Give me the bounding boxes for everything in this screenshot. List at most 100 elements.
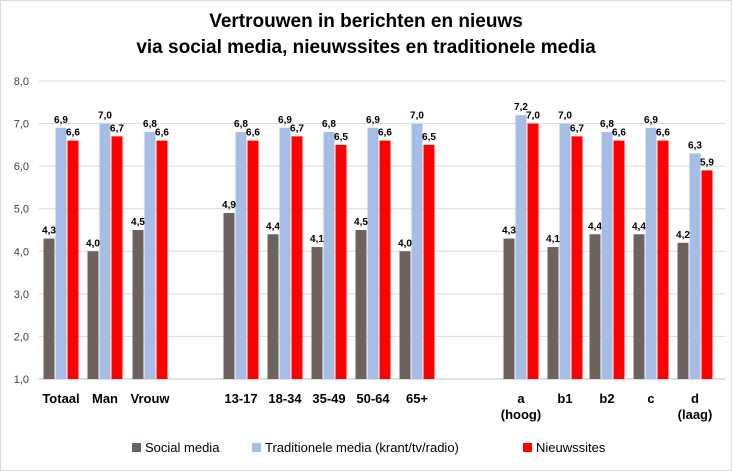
bar: [67, 140, 79, 379]
bar: [633, 234, 645, 379]
category-label: 13-17: [224, 391, 257, 406]
category-label: b1: [557, 391, 572, 406]
data-label: 4,3: [42, 226, 56, 237]
y-tick-label: 1,0: [14, 374, 29, 386]
bar: [411, 123, 423, 379]
legend-swatch: [252, 443, 261, 452]
category-label: a: [517, 391, 525, 406]
data-label: 7,2: [514, 102, 528, 113]
data-label: 6,5: [334, 132, 348, 143]
bar: [99, 123, 111, 379]
bar: [571, 136, 583, 379]
data-label: 6,9: [644, 115, 658, 126]
data-label: 7,0: [526, 111, 540, 122]
y-tick-label: 3,0: [14, 289, 29, 301]
category-label: 65+: [406, 391, 428, 406]
bar: [689, 153, 701, 379]
category-label: (laag): [678, 407, 713, 422]
bar: [367, 127, 379, 379]
data-label: 4,9: [222, 200, 236, 211]
bar: [613, 140, 625, 379]
bar: [87, 251, 99, 379]
bar: [111, 136, 123, 379]
bar: [323, 132, 335, 379]
bar: [55, 127, 67, 379]
bar: [589, 234, 601, 379]
data-label: 6,9: [278, 115, 292, 126]
bar: [291, 136, 303, 379]
bar: [503, 238, 515, 379]
bar: [677, 242, 689, 379]
bar: [701, 170, 713, 379]
bar: [156, 140, 168, 379]
data-label: 6,6: [378, 128, 392, 139]
bar: [657, 140, 669, 379]
data-label: 4,1: [546, 234, 560, 245]
data-label: 6,3: [688, 140, 702, 151]
data-label: 6,7: [110, 123, 124, 134]
data-label: 6,7: [570, 123, 584, 134]
bar: [645, 127, 657, 379]
data-label: 6,9: [54, 115, 68, 126]
data-label: 6,6: [246, 128, 260, 139]
category-label: 18-34: [268, 391, 302, 406]
bar: [423, 144, 435, 379]
y-tick-label: 7,0: [14, 119, 29, 131]
bar: [355, 230, 367, 379]
y-tick-label: 5,0: [14, 204, 29, 216]
data-label: 5,9: [700, 157, 714, 168]
legend-label: Traditionele media (krant/tv/radio): [265, 440, 459, 455]
data-label: 4,3: [502, 226, 516, 237]
data-label: 4,2: [676, 230, 690, 241]
data-label: 4,5: [354, 217, 368, 228]
data-label: 6,6: [66, 128, 80, 139]
y-tick-label: 6,0: [14, 161, 29, 173]
category-label: 50-64: [356, 391, 390, 406]
category-label: b2: [599, 391, 614, 406]
category-label: Vrouw: [130, 391, 170, 406]
y-tick-label: 8,0: [14, 76, 29, 88]
data-label: 6,7: [290, 123, 304, 134]
data-label: 4,4: [266, 221, 280, 232]
legend-label: Social media: [145, 440, 220, 455]
bar: [247, 140, 259, 379]
data-label: 4,0: [398, 238, 412, 249]
legend-label: Nieuwssites: [536, 440, 606, 455]
bar: [399, 251, 411, 379]
bar: [335, 144, 347, 379]
bar: [311, 247, 323, 379]
data-label: 4,4: [632, 221, 646, 232]
legend-swatch: [523, 443, 532, 452]
data-label: 6,5: [422, 132, 436, 143]
data-label: 4,4: [588, 221, 602, 232]
bar: [515, 115, 527, 380]
data-label: 6,8: [600, 119, 614, 130]
data-label: 6,6: [656, 128, 670, 139]
bar: [43, 238, 55, 379]
category-label: d: [691, 391, 699, 406]
bar: [267, 234, 279, 379]
bar: [279, 127, 291, 379]
data-label: 4,5: [131, 217, 145, 228]
category-label: c: [647, 391, 654, 406]
bar: [235, 132, 247, 379]
category-label: 35-49: [312, 391, 345, 406]
data-label: 6,8: [143, 119, 157, 130]
bar: [379, 140, 391, 379]
bar: [547, 247, 559, 379]
chart-title-line-1: Vertrouwen in berichten en nieuws: [209, 11, 523, 32]
y-tick-label: 2,0: [14, 331, 29, 343]
data-label: 4,0: [86, 238, 100, 249]
category-label: Totaal: [42, 391, 79, 406]
y-tick-label: 4,0: [14, 246, 29, 258]
data-label: 7,0: [558, 111, 572, 122]
data-label: 6,8: [322, 119, 336, 130]
data-label: 6,8: [234, 119, 248, 130]
data-label: 6,6: [612, 128, 626, 139]
chart-title-line-2: via social media, nieuwssites en traditi…: [136, 37, 596, 58]
category-label: (hoog): [501, 407, 541, 422]
data-label: 6,6: [155, 128, 169, 139]
bar: [223, 212, 235, 379]
bar: [144, 132, 156, 379]
